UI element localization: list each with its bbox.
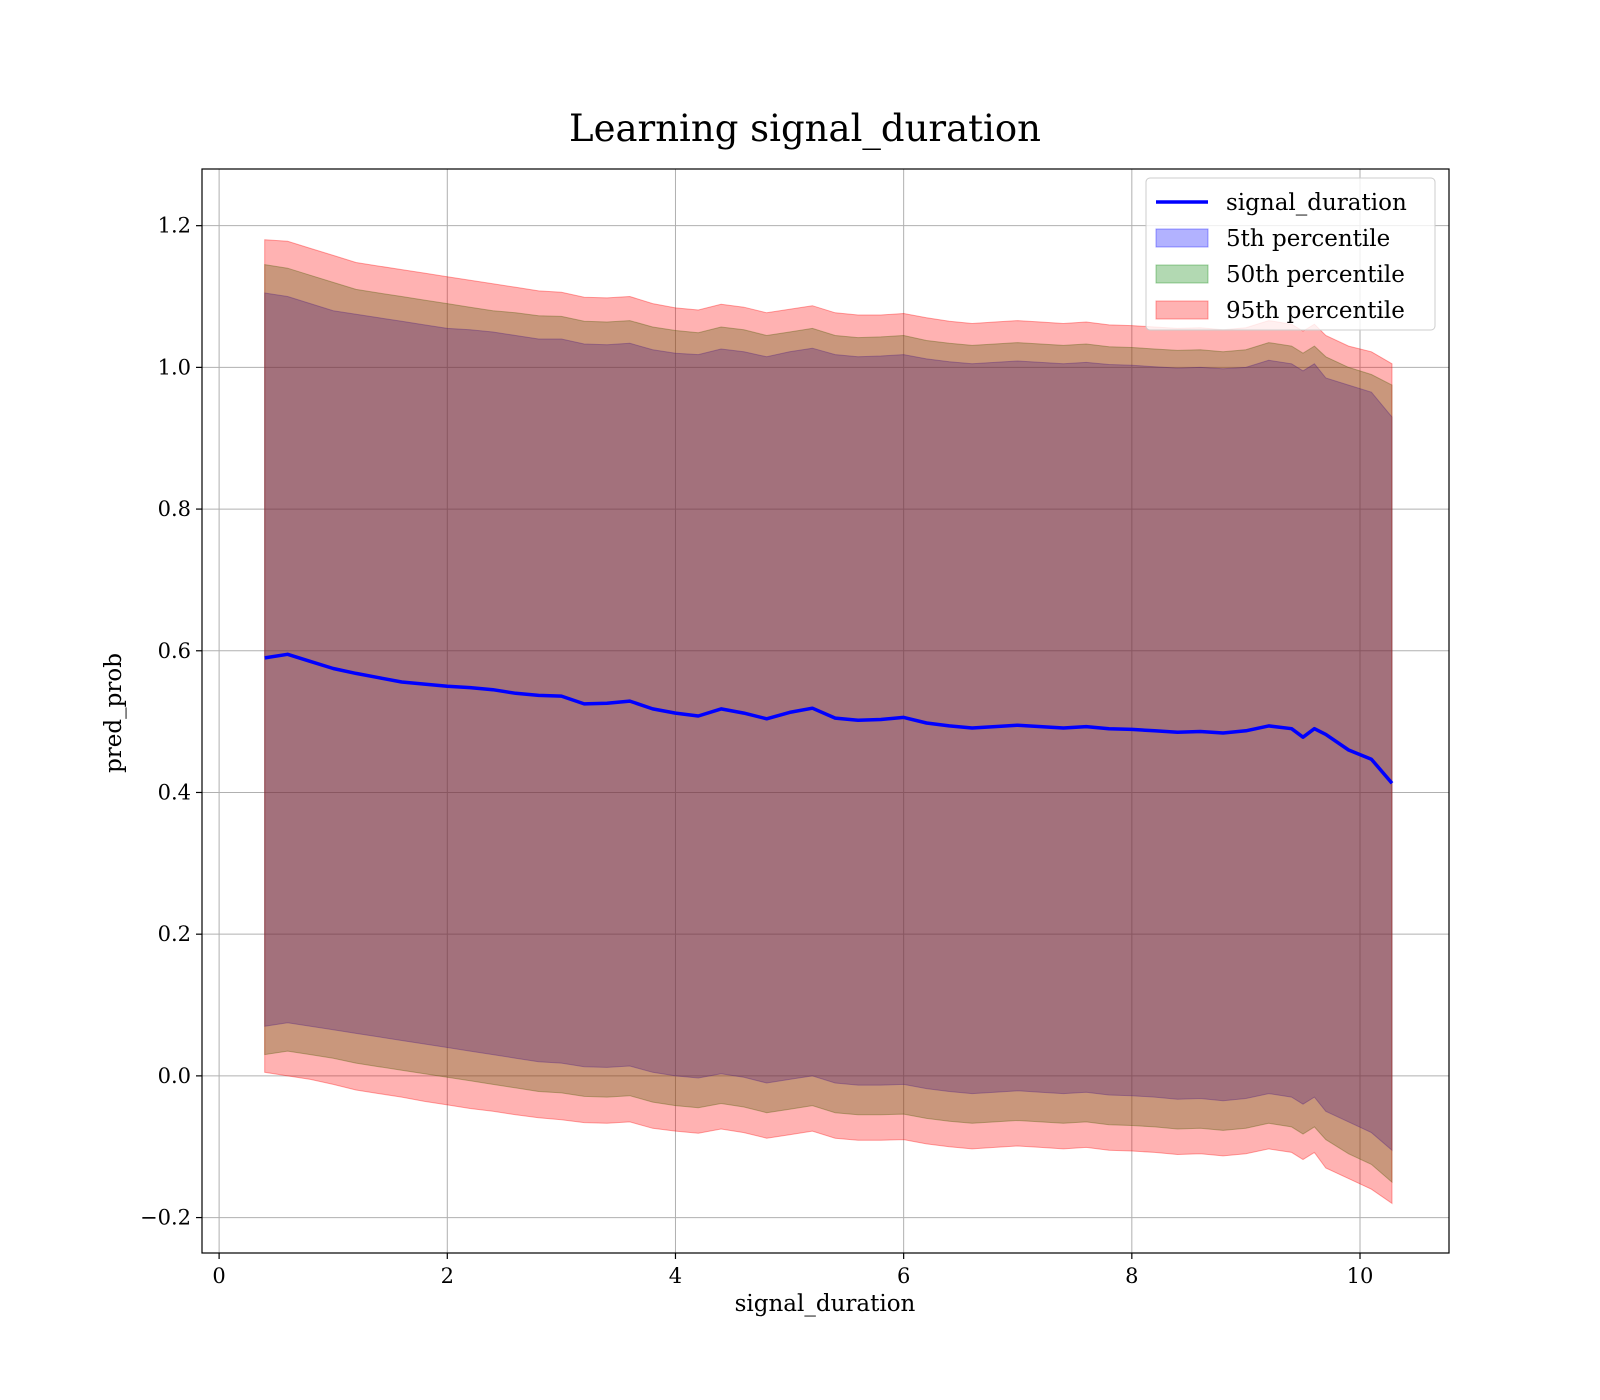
legend-box	[1145, 177, 1436, 331]
y-tick-label: 1.0	[158, 355, 191, 379]
series-lines	[264, 652, 1394, 785]
band-95th-percentile	[264, 239, 1393, 1205]
x-axis-label: signal_duration	[735, 1291, 916, 1317]
y-tick-label: 0.2	[158, 922, 191, 946]
y-tick-label: 0.8	[158, 497, 191, 521]
x-tick-label: 2	[441, 1264, 454, 1288]
x-tick-label: 10	[1347, 1264, 1374, 1288]
band-50th-percentile	[264, 264, 1393, 1184]
legend-band-swatch	[1155, 264, 1209, 284]
plot-area: 0 2 4 6 8 10 −0.2 0.0 0.2 0.4 0.6 0.8 1.0 1.2	[140, 168, 1450, 1288]
percentile-bands	[264, 239, 1393, 1205]
legend: signal_duration 5th percentile 50th percen…	[1145, 177, 1436, 331]
legend-label: 50th percentile	[1226, 262, 1405, 288]
y-tick-label: 0.0	[158, 1064, 191, 1088]
y-tick-label: 1.2	[158, 214, 191, 238]
y-tick-label: 0.6	[158, 639, 191, 663]
x-tick-label: 0	[212, 1264, 225, 1288]
x-tick-label: 6	[897, 1264, 910, 1288]
y-tick-label: 0.4	[158, 780, 191, 804]
line-signal-duration	[264, 652, 1394, 785]
axes-frame	[201, 168, 1450, 1254]
legend-band-swatch	[1155, 300, 1209, 320]
band-5th-percentile	[264, 292, 1393, 1152]
chart-title: Learning signal_duration	[569, 107, 1041, 151]
x-tick-label: 4	[669, 1264, 682, 1288]
legend-label: 95th percentile	[1226, 298, 1405, 324]
x-tick-label: 8	[1125, 1264, 1138, 1288]
x-axis-ticks: 0 2 4 6 8 10	[212, 1253, 1373, 1288]
y-axis-label: pred_prob	[101, 653, 127, 773]
legend-label: 5th percentile	[1226, 226, 1390, 252]
grid	[202, 169, 1449, 1253]
legend-band-swatch	[1155, 228, 1209, 248]
y-axis-ticks: −0.2 0.0 0.2 0.4 0.6 0.8 1.0 1.2	[140, 214, 202, 1230]
y-tick-label: −0.2	[140, 1206, 191, 1230]
legend-label: signal_duration	[1226, 190, 1407, 216]
